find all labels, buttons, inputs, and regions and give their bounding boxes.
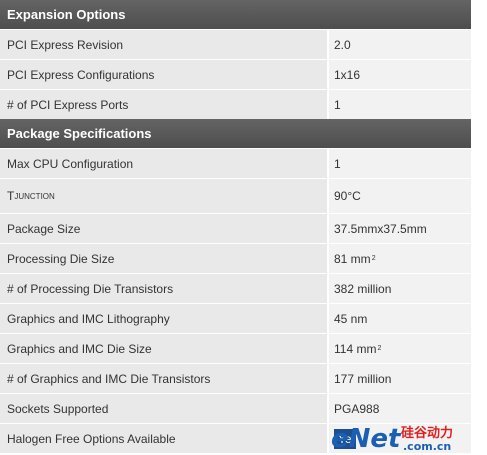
spec-label: PCI Express Revision <box>0 30 329 59</box>
spec-label: # of Graphics and IMC Die Transistors <box>0 364 329 393</box>
spec-row-graphics-imc-die-transistors: # of Graphics and IMC Die Transistors 17… <box>0 363 471 393</box>
enet-watermark-logo: eNet 硅谷动力 .com.cn <box>331 423 481 453</box>
spec-value-superscript: 2 <box>377 345 382 352</box>
spec-label: Graphics and IMC Lithography <box>0 304 329 333</box>
spec-row-processing-die-size: Processing Die Size 81 mm 2 <box>0 243 471 273</box>
spec-row-pci-express-configurations: PCI Express Configurations 1x16 <box>0 59 471 89</box>
spec-value-main: 81 mm <box>334 251 371 266</box>
spec-value: 1x16 <box>329 60 471 89</box>
watermark-chinese: 硅谷动力 <box>401 425 453 441</box>
spec-label: T JUNCTION <box>0 179 329 213</box>
spec-label: Halogen Free Options Available <box>0 424 329 453</box>
spec-row-t-junction: T JUNCTION 90°C <box>0 178 471 213</box>
spec-label-subscript: JUNCTION <box>14 191 55 201</box>
spec-value: 177 million <box>329 364 471 393</box>
spec-value: 45 nm <box>329 304 471 333</box>
spec-row-pci-express-ports: # of PCI Express Ports 1 <box>0 89 471 119</box>
spec-row-pci-express-revision: PCI Express Revision 2.0 <box>0 29 471 59</box>
section-header-package-specifications: Package Specifications <box>0 119 471 148</box>
spec-label: PCI Express Configurations <box>0 60 329 89</box>
spec-row-processing-die-transistors: # of Processing Die Transistors 382 mill… <box>0 273 471 303</box>
spec-label: Package Size <box>0 214 329 243</box>
watermark-brand: eNet <box>331 424 402 453</box>
spec-row-sockets-supported: Sockets Supported PGA988 <box>0 393 471 423</box>
spec-value: PGA988 <box>329 394 471 423</box>
spec-value: 1 <box>329 90 471 119</box>
spec-value-superscript: 2 <box>371 255 376 262</box>
spec-label: # of Processing Die Transistors <box>0 274 329 303</box>
spec-row-graphics-imc-lithography: Graphics and IMC Lithography 45 nm <box>0 303 471 333</box>
spec-value: 81 mm 2 <box>329 244 471 273</box>
spec-value: 382 million <box>329 274 471 303</box>
spec-value: 90°C <box>329 179 471 213</box>
spec-value-main: 114 mm <box>334 341 377 356</box>
enet-logo-icon: eNet 硅谷动力 .com.cn <box>331 424 453 453</box>
halogen-free-yes-badge: Ye <box>334 428 356 449</box>
spec-value: 37.5mmx37.5mm <box>329 214 471 243</box>
spec-label: Max CPU Configuration <box>0 149 329 178</box>
spec-label: Sockets Supported <box>0 394 329 423</box>
spec-value: 1 <box>329 149 471 178</box>
spec-value: 2.0 <box>329 30 471 59</box>
spec-value: Ye <box>329 424 471 453</box>
section-header-expansion-options: Expansion Options <box>0 0 471 29</box>
spec-label: Processing Die Size <box>0 244 329 273</box>
watermark-domain: .com.cn <box>403 440 451 453</box>
spec-value: 114 mm 2 <box>329 334 471 363</box>
spec-label: # of PCI Express Ports <box>0 90 329 119</box>
spec-label-main: T <box>7 189 15 203</box>
spec-row-graphics-imc-die-size: Graphics and IMC Die Size 114 mm 2 <box>0 333 471 363</box>
spec-table: Expansion Options PCI Express Revision 2… <box>0 0 471 453</box>
spec-row-package-size: Package Size 37.5mmx37.5mm <box>0 213 471 243</box>
spec-label: Graphics and IMC Die Size <box>0 334 329 363</box>
spec-row-max-cpu-configuration: Max CPU Configuration 1 <box>0 148 471 178</box>
spec-row-halogen-free-options: Halogen Free Options Available Ye <box>0 423 471 453</box>
